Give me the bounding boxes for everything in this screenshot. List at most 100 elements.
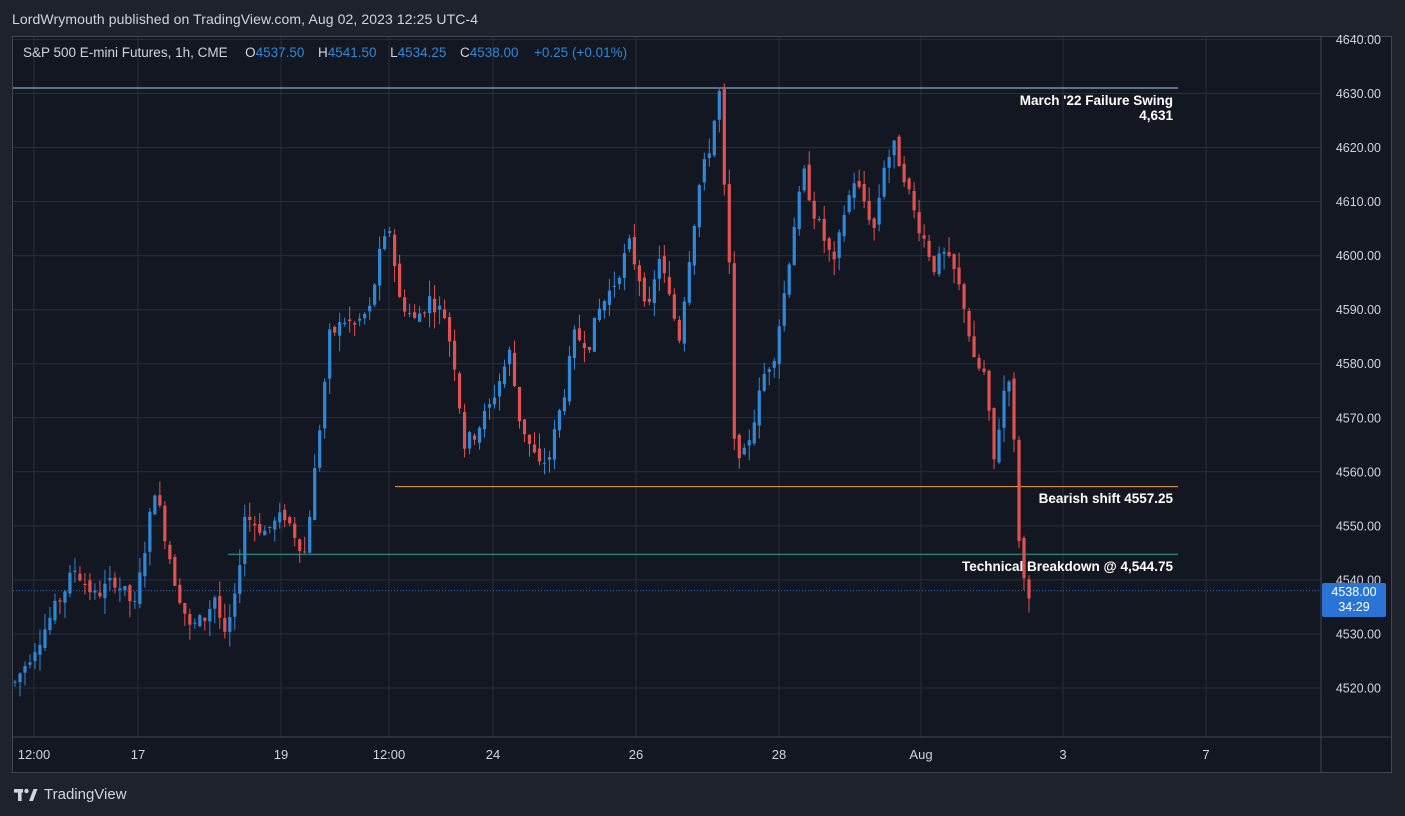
candle-body: [602, 301, 607, 311]
candle-body: [752, 422, 756, 444]
candle-body: [73, 570, 77, 572]
candle-body: [777, 326, 781, 365]
candle-body: [822, 218, 826, 241]
candle: [422, 311, 427, 318]
candle-body: [338, 322, 342, 336]
candle-body: [418, 313, 422, 322]
candles: [13, 83, 1031, 697]
x-tick-label: 26: [629, 747, 643, 762]
y-tick-label: 4640.00: [1336, 33, 1381, 47]
candle-body: [213, 597, 217, 609]
candle: [373, 283, 377, 308]
candle: [243, 504, 247, 577]
candle-body: [363, 313, 367, 319]
candle: [98, 580, 102, 599]
candle-body: [902, 163, 906, 183]
y-tick-label: 4550.00: [1336, 519, 1381, 533]
candle: [752, 409, 756, 446]
candle-body: [682, 301, 686, 344]
candle-body: [832, 251, 836, 260]
candle: [577, 314, 582, 342]
legend-high-label: H: [317, 45, 328, 60]
candle-body: [677, 319, 681, 341]
candle-body: [1027, 579, 1031, 599]
candle-body: [802, 168, 806, 191]
candle-body: [812, 200, 816, 219]
candle-body: [647, 298, 651, 302]
candle: [393, 229, 397, 282]
candle: [213, 595, 217, 624]
candle-body: [887, 157, 891, 168]
candle: [672, 288, 676, 322]
candle-body: [882, 167, 886, 197]
candle: [842, 205, 846, 242]
candle-body: [627, 238, 631, 250]
candle-body: [437, 305, 442, 310]
candle: [168, 541, 172, 565]
y-tick-label: 4530.00: [1336, 627, 1381, 641]
candle: [358, 313, 362, 327]
candle-body: [193, 622, 197, 624]
y-tick-label: 4620.00: [1336, 141, 1381, 155]
candle-body: [183, 603, 187, 614]
candle: [882, 160, 886, 200]
candle-body: [727, 184, 731, 263]
candle: [1022, 535, 1026, 591]
candle: [807, 151, 811, 202]
candle: [772, 357, 776, 378]
candle-body: [662, 256, 666, 274]
candle-body: [188, 614, 192, 625]
candle: [667, 260, 671, 297]
x-tick-label: 28: [772, 747, 786, 762]
candle: [1017, 436, 1021, 548]
candle-body: [168, 544, 172, 560]
candle: [512, 340, 517, 388]
candle-body: [88, 580, 92, 593]
candle-body: [38, 644, 42, 655]
candle-body: [43, 629, 47, 648]
candle: [133, 591, 137, 610]
candle-body: [228, 617, 232, 632]
candle: [148, 508, 152, 566]
candle-body: [847, 195, 851, 212]
candle: [263, 525, 267, 536]
publisher-line: LordWrymouth published on TradingView.co…: [12, 11, 479, 27]
candle: [967, 307, 971, 342]
candle: [353, 320, 357, 336]
brand[interactable]: TradingView: [14, 786, 127, 803]
candle: [78, 566, 82, 582]
candle: [792, 217, 796, 266]
candle: [83, 572, 87, 595]
candle: [602, 299, 607, 319]
legend-close-value: 4538.00: [469, 45, 519, 60]
candle-body: [123, 586, 127, 591]
chart-frame[interactable]: [12, 36, 1392, 773]
x-tick-label: 19: [274, 747, 288, 762]
grid-layer: [13, 37, 1321, 737]
candle-body: [507, 349, 512, 365]
candle: [612, 271, 617, 298]
current-price-value: 4538.00: [1331, 585, 1377, 599]
x-tick-label: 3: [1059, 747, 1066, 762]
candle: [93, 583, 97, 600]
candle: [1012, 372, 1016, 453]
candle-body: [303, 551, 307, 553]
candle: [912, 182, 916, 219]
candle: [338, 312, 342, 352]
candle: [527, 434, 532, 457]
candle: [248, 502, 252, 532]
legend-symbol: S&P 500 E-mini Futures, 1h, CME: [23, 45, 228, 60]
candle-body: [447, 317, 452, 342]
candle-body: [862, 184, 866, 202]
candle-body: [258, 523, 262, 533]
candle: [442, 299, 447, 320]
candle: [982, 360, 986, 376]
candle-body: [622, 253, 626, 278]
legend-open-label: O: [245, 45, 256, 60]
candle: [532, 432, 537, 454]
candle: [887, 149, 891, 184]
candle-body: [612, 285, 617, 287]
candle: [313, 454, 317, 521]
candle: [268, 526, 272, 534]
